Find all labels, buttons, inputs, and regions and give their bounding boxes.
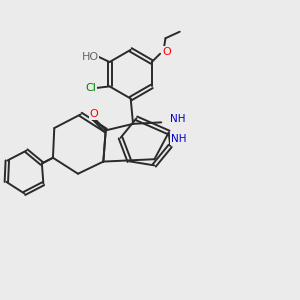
Text: NH: NH [171,134,187,144]
Text: NH: NH [169,114,185,124]
Text: O: O [89,109,98,119]
Text: O: O [163,47,171,57]
Text: HO: HO [81,52,98,62]
Text: Cl: Cl [85,83,96,93]
